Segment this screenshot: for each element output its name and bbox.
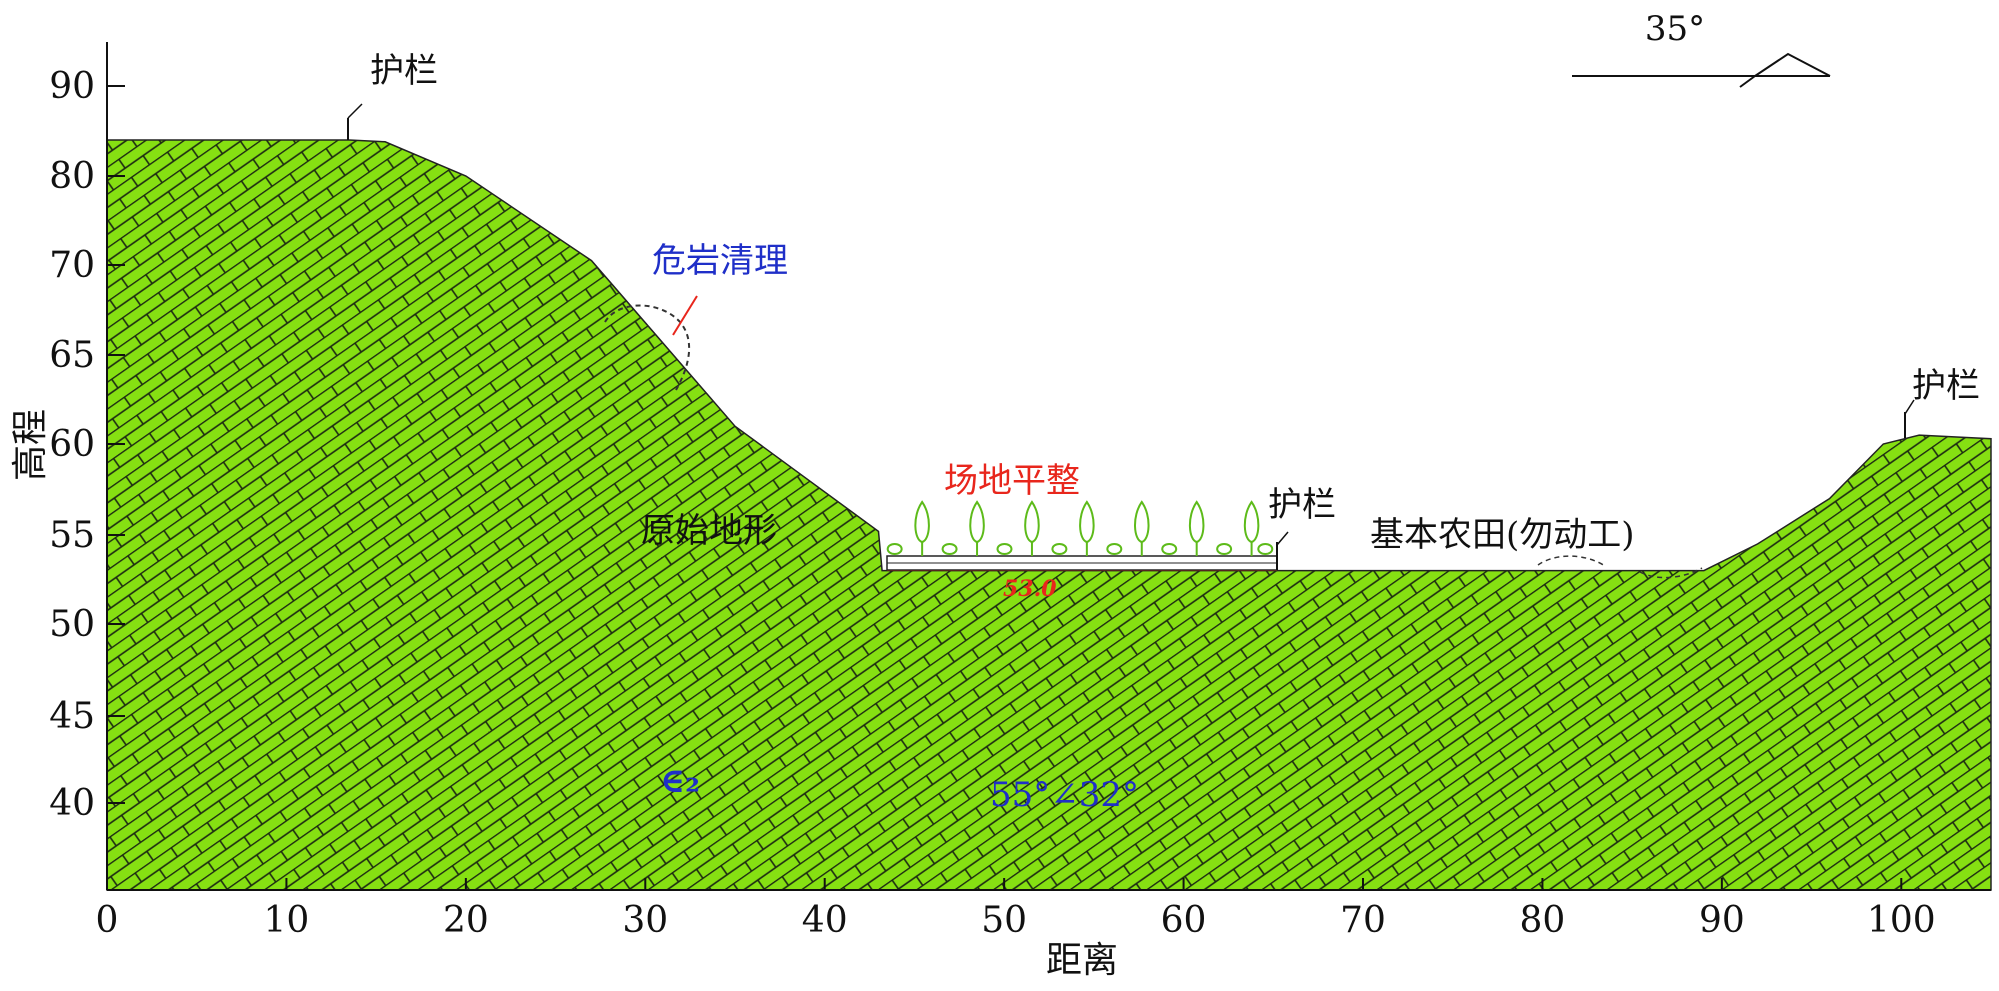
- guardrail-right-label: 护栏: [1912, 366, 1980, 406]
- x-tick-label: 20: [443, 900, 489, 941]
- y-axis-title: 高程: [10, 409, 51, 481]
- guardrail-mid: 护栏: [1268, 485, 1336, 570]
- guardrail-left: 护栏: [347, 51, 438, 140]
- y-tick-label: 55: [49, 515, 95, 556]
- x-tick-label: 40: [802, 900, 848, 941]
- tree: [1188, 500, 1205, 544]
- tree: [969, 500, 985, 544]
- x-tick-label: 90: [1699, 900, 1745, 941]
- y-tick-label: 70: [49, 245, 95, 286]
- x-ticks: 0 10 20 30 40 50 60 70 80 90 100: [96, 878, 1936, 941]
- axes: 0 10 20 30 40 50 60 70 80 90 100 40 45 50 55 60 65 70 80 9…: [10, 42, 1991, 981]
- x-tick-label: 10: [264, 900, 310, 941]
- dip-angle-label: 35°: [1645, 9, 1705, 49]
- farmland: 基本农田(勿动工): [1370, 515, 1703, 579]
- dip-symbol: 35°: [1572, 9, 1831, 88]
- shrub: [886, 543, 903, 555]
- guardrail-mid-label: 护栏: [1268, 485, 1336, 525]
- guardrail-left-label: 护栏: [370, 51, 438, 91]
- x-tick-label: 60: [1161, 900, 1207, 941]
- x-tick-label: 30: [622, 900, 668, 941]
- level-value-label: 53.0: [1003, 576, 1057, 602]
- shrub: [996, 543, 1013, 555]
- y-tick-label: 60: [49, 424, 95, 465]
- shrub: [941, 543, 958, 555]
- shrub: [1257, 543, 1274, 555]
- shrub: [1051, 543, 1068, 555]
- y-tick-label: 80: [49, 156, 95, 197]
- y-tick-label: 50: [49, 604, 95, 645]
- tree: [1134, 500, 1150, 544]
- tree: [914, 500, 930, 544]
- shrub: [1161, 543, 1178, 555]
- x-tick-label: 100: [1867, 900, 1936, 941]
- tree: [1079, 500, 1095, 544]
- x-tick-label: 70: [1340, 900, 1386, 941]
- x-tick-label: 80: [1520, 900, 1566, 941]
- shrub: [1216, 543, 1233, 555]
- x-tick-label: 50: [981, 900, 1027, 941]
- y-tick-label: 90: [49, 66, 95, 107]
- planted-trees: [886, 500, 1274, 556]
- terrain-layer: [106, 139, 1992, 891]
- stratum-label: ∈₂: [660, 761, 700, 801]
- decorations: 35° 护栏 危岩清理 原始地形 场地平整 53.0: [347, 9, 1980, 815]
- y-ticks: 40 45 50 55 60 65 70 80 90: [49, 66, 125, 824]
- shrub: [1106, 543, 1123, 555]
- y-tick-label: 40: [49, 783, 95, 824]
- danger-rock-label: 危岩清理: [652, 241, 788, 281]
- original-terrain-label: 原始地形: [641, 511, 777, 551]
- danger-rock-marker: 危岩清理: [604, 241, 788, 391]
- site-leveling: 场地平整 53.0: [886, 461, 1278, 602]
- x-tick-label: 0: [96, 900, 119, 941]
- tree: [1024, 500, 1040, 544]
- farmland-label: 基本农田(勿动工): [1370, 515, 1635, 555]
- y-tick-label: 45: [49, 696, 95, 737]
- y-tick-label: 65: [49, 335, 95, 376]
- rock-stratum-fill: [106, 139, 1992, 891]
- x-axis-title: 距离: [1046, 940, 1118, 981]
- tree: [1243, 500, 1260, 544]
- guardrail-right: 护栏: [1904, 366, 1980, 438]
- attitude-label: 55°∠32°: [990, 775, 1139, 815]
- site-leveling-label: 场地平整: [944, 461, 1080, 501]
